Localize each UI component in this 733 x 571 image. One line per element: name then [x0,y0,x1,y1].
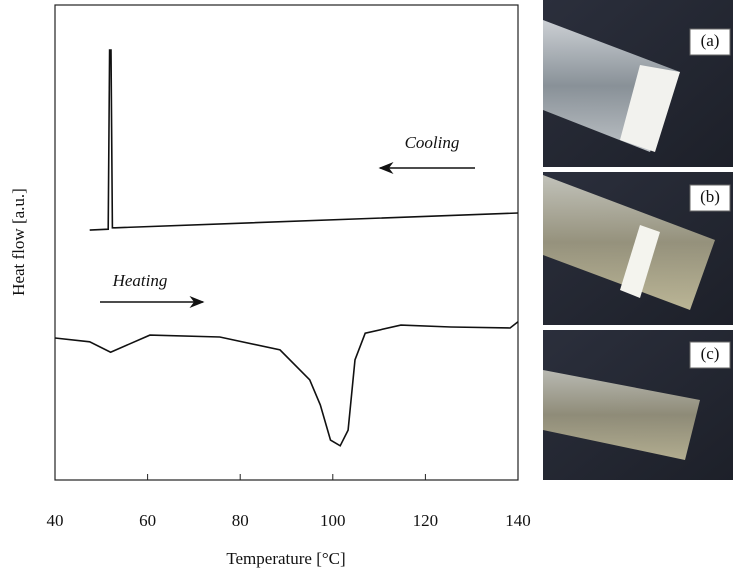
photo-c [543,330,733,480]
heating-label: Heating [112,271,168,290]
curve [89,49,519,231]
photo-label: (a) [701,31,720,50]
x-tick-label: 140 [505,511,531,530]
cooling-label: Cooling [405,133,460,152]
photo-label-box [689,184,731,212]
photo-label: (c) [701,344,720,363]
photo-a [543,0,733,167]
y-axis-label: Heat flow [a.u.] [9,188,28,296]
x-tick-label: 120 [413,511,439,530]
plot-frame [54,4,519,481]
photo-label-box [689,341,731,369]
x-tick-label: 60 [139,511,156,530]
x-tick-label: 80 [232,511,249,530]
x-tick-label: 40 [47,511,64,530]
x-tick-label: 100 [320,511,346,530]
curve [54,321,519,447]
x-axis-label: Temperature [°C] [226,549,345,568]
photo-label-box [689,28,731,56]
photo-label: (b) [700,187,720,206]
photo-b [543,172,733,325]
